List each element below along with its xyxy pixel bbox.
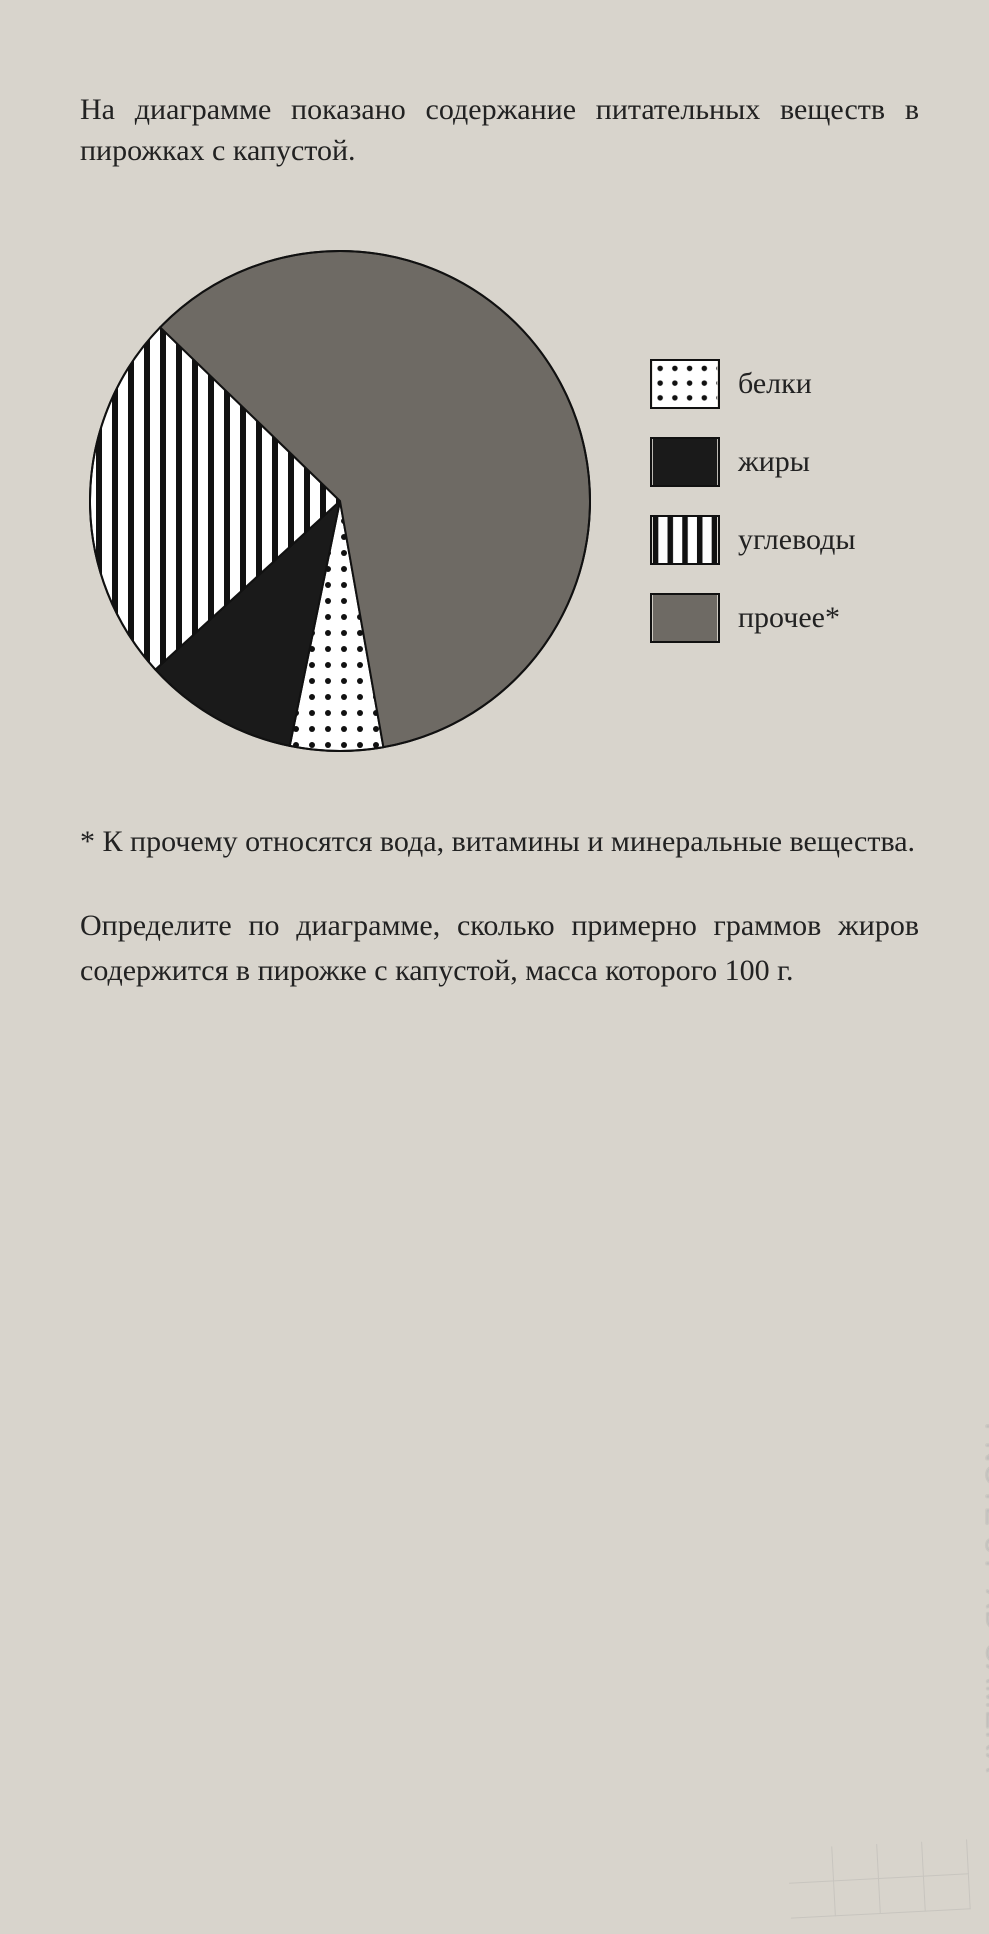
legend: белки жиры углеводы прочее*	[650, 359, 856, 643]
legend-item-other: прочее*	[650, 593, 856, 643]
legend-item-fats: жиры	[650, 437, 856, 487]
figure-row: белки жиры углеводы прочее*	[80, 241, 919, 761]
pie-chart	[80, 241, 600, 761]
legend-label-other: прочее*	[738, 601, 840, 635]
legend-item-proteins: белки	[650, 359, 856, 409]
legend-swatch-fats	[650, 437, 720, 487]
page: На диаграмме показано содержание питател…	[0, 0, 989, 1934]
legend-swatch-other	[650, 593, 720, 643]
pie-chart-svg	[80, 241, 600, 761]
legend-swatch-proteins	[650, 359, 720, 409]
footnote-text: * К прочему относятся вода, витамины и м…	[80, 821, 919, 863]
legend-label-fats: жиры	[738, 445, 810, 479]
legend-label-carbs: углеводы	[738, 523, 856, 557]
answer-grid	[787, 1839, 970, 1918]
lead-text: На диаграмме показано содержание питател…	[80, 90, 919, 171]
legend-swatch-carbs	[650, 515, 720, 565]
legend-label-proteins: белки	[738, 367, 812, 401]
question-text: Определите по диаграмме, сколько примерн…	[80, 903, 919, 993]
legend-item-carbs: углеводы	[650, 515, 856, 565]
